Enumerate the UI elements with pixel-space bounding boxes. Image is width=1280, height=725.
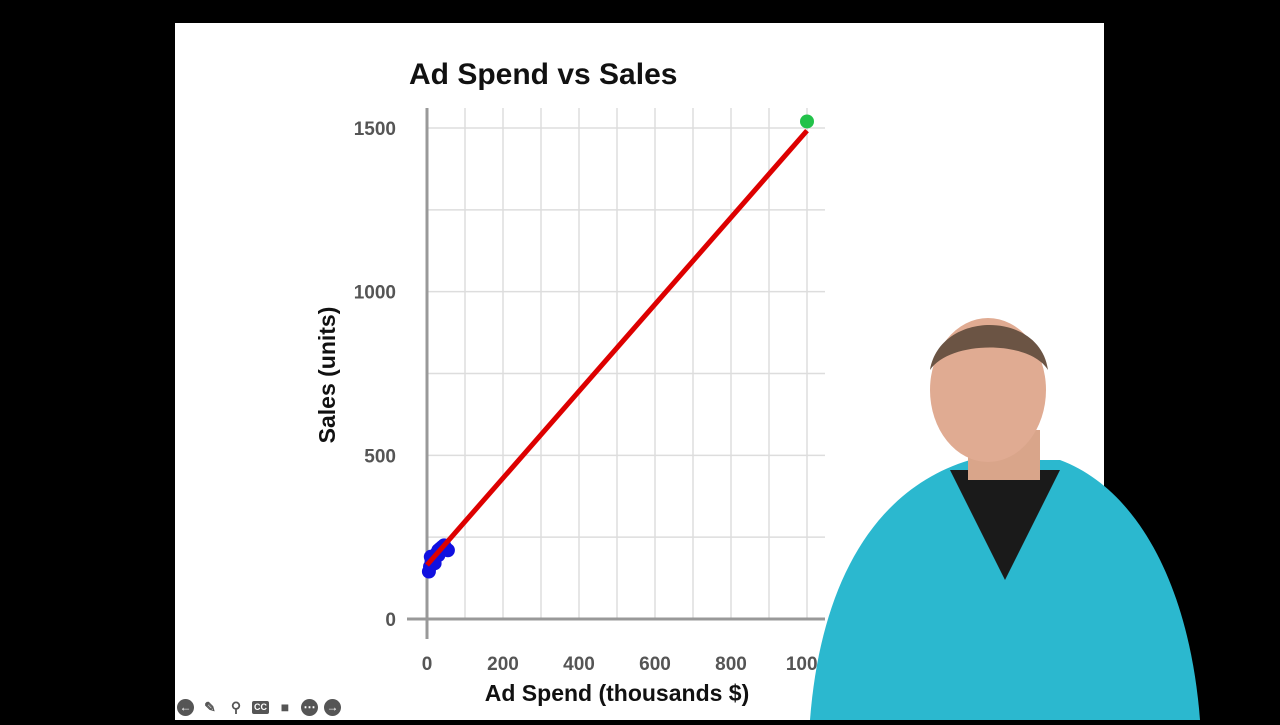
video-icon[interactable]: ■ (280, 699, 290, 715)
y-tick-label: 1500 (354, 119, 396, 140)
x-tick-label: 600 (639, 654, 671, 675)
outlier-point (800, 114, 814, 129)
search-icon[interactable]: ⚲ (230, 698, 242, 715)
x-axis-label: Ad Spend (thousands $) (485, 680, 750, 706)
x-tick-label: 0 (422, 654, 433, 675)
chart-title: Ad Spend vs Sales (409, 58, 678, 91)
pencil-icon[interactable]: ✎ (204, 698, 216, 715)
cc-icon[interactable]: CC (252, 700, 269, 714)
x-tick-label: 200 (487, 654, 519, 675)
regression-line (425, 128, 809, 567)
y-tick-label: 1000 (354, 283, 396, 304)
x-tick-label: 400 (563, 654, 595, 675)
arrow-right-icon[interactable]: → (324, 698, 341, 716)
y-axis-label: Sales (units) (314, 307, 340, 444)
x-tick-label: 800 (715, 654, 747, 675)
y-tick-label: 0 (385, 610, 396, 631)
more-icon[interactable]: ⋯ (301, 698, 318, 716)
slide-toolbar: ← ✎ ⚲ CC ■ ⋯ → (177, 697, 341, 717)
arrow-left-icon[interactable]: ← (177, 698, 194, 716)
presenter-video (800, 310, 1210, 720)
y-tick-label: 500 (364, 446, 396, 467)
